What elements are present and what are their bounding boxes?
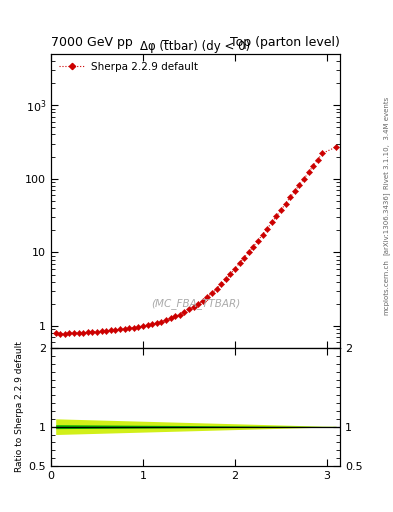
Title: Δφ (t̅tbar) (dy < 0): Δφ (t̅tbar) (dy < 0) — [140, 39, 251, 53]
Legend: Sherpa 2.2.9 default: Sherpa 2.2.9 default — [56, 59, 201, 75]
Text: mcplots.cern.ch: mcplots.cern.ch — [384, 259, 390, 315]
Y-axis label: Ratio to Sherpa 2.2.9 default: Ratio to Sherpa 2.2.9 default — [15, 342, 24, 473]
Text: [arXiv:1306.3436]: [arXiv:1306.3436] — [383, 191, 390, 254]
Text: 7000 GeV pp: 7000 GeV pp — [51, 36, 133, 49]
Text: (MC_FBA_TTBAR): (MC_FBA_TTBAR) — [151, 298, 240, 309]
Text: Top (parton level): Top (parton level) — [230, 36, 340, 49]
Text: Rivet 3.1.10,  3.4M events: Rivet 3.1.10, 3.4M events — [384, 97, 390, 189]
